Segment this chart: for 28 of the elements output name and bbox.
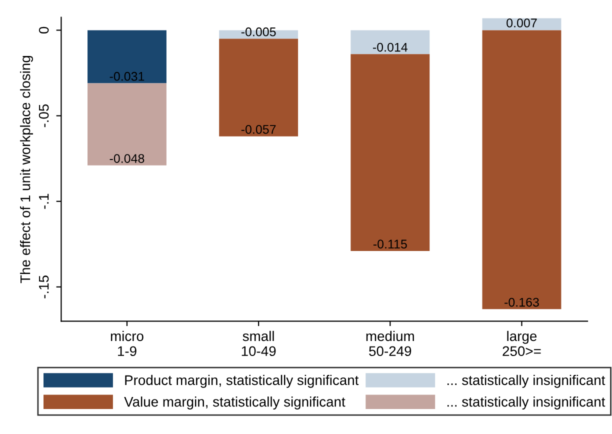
bar <box>219 38 298 136</box>
data-label: -0.057 <box>241 124 276 134</box>
bar <box>482 30 562 310</box>
x-tick-label: micro 1-9 <box>110 330 144 356</box>
legend-label: Product margin, statistically significant <box>125 374 359 388</box>
data-label: -0.005 <box>241 27 276 36</box>
legend-label: Value margin, statistically significant <box>124 396 346 410</box>
y-tick-label: -.05 <box>38 104 49 128</box>
y-tick-label: -.1 <box>39 194 49 209</box>
y-tick-label: 0 <box>38 26 49 34</box>
data-label: -0.048 <box>110 154 144 163</box>
x-tick-label: large 250>= <box>502 330 541 356</box>
bar <box>350 30 430 54</box>
x-tick-label: medium 50-249 <box>366 330 414 356</box>
data-label: -0.031 <box>110 72 144 81</box>
bar <box>482 18 562 30</box>
bar <box>88 30 166 84</box>
data-label: -0.014 <box>372 42 408 52</box>
data-label: 0.007 <box>506 18 537 28</box>
x-tick-label: small 10-49 <box>242 330 276 356</box>
legend-label: ... statistically insignificant <box>447 396 606 410</box>
bar <box>350 54 430 251</box>
y-tick-label: -.15 <box>39 276 49 298</box>
legend-label: ... statistically insignificant <box>447 374 606 388</box>
bar <box>88 83 166 166</box>
data-label: -0.163 <box>504 298 539 307</box>
y-axis-title: The effect of 1 unit workplace closing <box>20 56 33 284</box>
data-label: -0.115 <box>373 240 407 249</box>
